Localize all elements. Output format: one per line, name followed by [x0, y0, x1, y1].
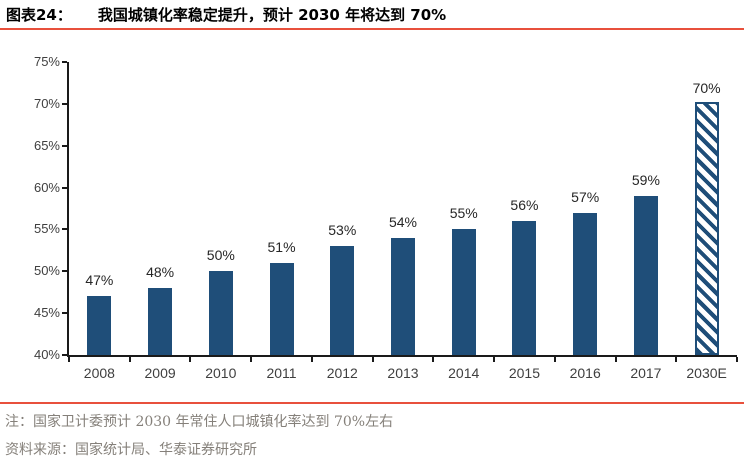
figure-number: 图表24：: [6, 6, 72, 24]
x-axis-tick-mark: [675, 357, 678, 362]
bar-value-label: 57%: [571, 188, 600, 205]
x-axis-tick-label: 2015: [508, 365, 541, 381]
x-axis-tick-label: 2017: [630, 365, 662, 381]
x-axis-tick-mark: [68, 357, 70, 362]
bar: [330, 246, 355, 355]
figure-header: 图表24： 我国城镇化率稳定提升，预计 2030 年将达到 70%: [6, 4, 738, 25]
bar: [451, 229, 476, 355]
y-axis-tick-mark: [62, 354, 67, 356]
x-axis-tick-label: 2013: [387, 365, 419, 381]
bar: [391, 237, 415, 355]
bar-value-label: 70%: [692, 79, 721, 96]
bar: [269, 262, 294, 355]
bottom-red-rule: [0, 402, 744, 404]
bar: [148, 288, 173, 355]
bar-value-label: 47%: [85, 272, 114, 289]
x-axis-tick-label: 2009: [144, 365, 176, 381]
y-axis-tick-mark: [62, 186, 67, 189]
x-axis-tick-label: 2016: [569, 365, 601, 381]
y-axis-tick-label: 75%: [33, 54, 60, 69]
y-axis-tick-label: 60%: [33, 179, 60, 195]
bar: [87, 296, 112, 355]
bar-value-label: 51%: [267, 238, 296, 255]
y-axis-tick-mark: [62, 228, 67, 231]
bar: [573, 212, 598, 355]
y-axis-tick-mark: [62, 312, 67, 315]
x-axis-tick-mark: [250, 357, 253, 362]
bar-value-label: 48%: [146, 264, 175, 281]
plot-area: 40% 45% 50% 55% 60% 65% 70% 75% 47% 2008 48% 2009 50…: [34, 55, 738, 381]
footnote-note: 注：国家卫计委预计 2030 年常住人口城镇化率达到 70%左右: [5, 414, 394, 430]
bar-value-label: 56%: [510, 197, 539, 214]
y-axis-tick-label: 55%: [33, 221, 60, 237]
x-axis-tick-mark: [614, 357, 617, 362]
y-axis-tick-mark: [62, 102, 67, 105]
y-axis-tick-mark: [62, 144, 67, 147]
footnote-source: 资料来源：国家统计局、华泰证券研究所: [5, 442, 257, 458]
x-axis-tick-mark: [432, 357, 435, 362]
x-axis-tick-mark: [189, 357, 192, 362]
y-axis-tick-mark: [62, 61, 67, 63]
bar-value-label: 59%: [631, 171, 660, 188]
y-axis-tick-label: 40%: [33, 347, 60, 362]
x-axis-tick-label: 2012: [326, 365, 358, 381]
bar-value-label: 50%: [206, 247, 235, 264]
x-axis-tick-label: 2030E: [686, 365, 727, 381]
bar: [208, 271, 233, 355]
x-axis-tick-label: 2008: [83, 365, 115, 381]
y-axis-tick-label: 65%: [33, 137, 60, 153]
y-axis-tick-mark: [62, 270, 67, 273]
y-axis-tick-label: 45%: [33, 305, 60, 321]
bar-forecast: [694, 101, 719, 355]
bar-value-label: 54%: [388, 213, 417, 230]
x-axis-tick-mark: [493, 357, 496, 362]
y-axis-tick-label: 70%: [33, 95, 60, 111]
x-axis-tick-label: 2011: [266, 365, 297, 381]
bar: [633, 195, 658, 355]
figure-title: 我国城镇化率稳定提升，预计 2030 年将达到 70%: [97, 6, 447, 24]
x-axis-tick-mark: [736, 357, 738, 362]
x-axis-tick-mark: [128, 357, 131, 362]
x-axis-tick-label: 2010: [205, 365, 237, 381]
bar-value-label: 55%: [449, 205, 478, 222]
y-axis-tick-label: 50%: [33, 263, 60, 279]
x-axis-tick-mark: [371, 357, 374, 362]
bar-value-label: 53%: [328, 222, 357, 239]
x-axis-tick-label: 2014: [448, 365, 480, 381]
top-red-rule: [0, 28, 744, 30]
x-axis-tick-mark: [553, 357, 556, 362]
x-axis-tick-mark: [310, 357, 313, 362]
bar: [512, 221, 537, 355]
